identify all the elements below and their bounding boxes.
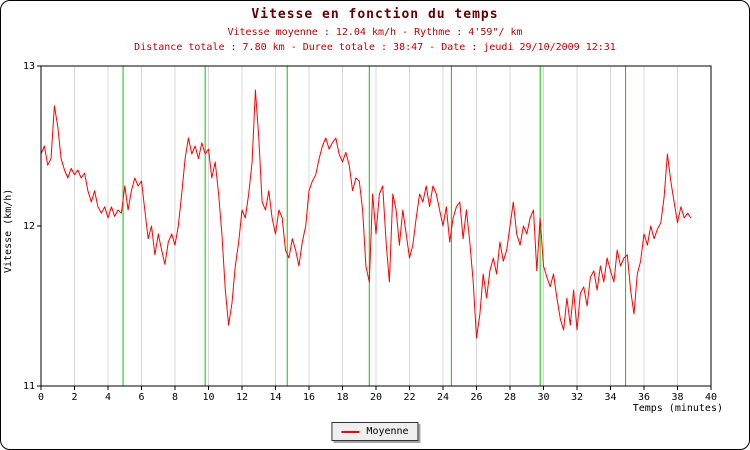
chart-subtitle-details: Distance totale : 7.80 km - Duree totale…: [134, 42, 616, 53]
x-tick-label: 26: [470, 392, 482, 403]
x-tick-label: 6: [138, 392, 144, 403]
x-tick-label: 34: [604, 392, 616, 403]
x-tick-label: 14: [269, 392, 281, 403]
x-tick-label: 20: [370, 392, 382, 403]
x-tick-label: 18: [336, 392, 348, 403]
legend-line-sample-icon: [341, 430, 360, 433]
x-tick-label: 40: [705, 392, 717, 403]
x-tick-label: 24: [437, 392, 449, 403]
x-tick-label: 22: [403, 392, 415, 403]
x-tick-label: 10: [202, 392, 214, 403]
km-marker-lines: [122, 66, 627, 386]
gridlines: [74, 66, 678, 386]
x-tick-label: 4: [105, 392, 111, 403]
x-tick-label: 2: [71, 392, 77, 403]
speed-line: [40, 89, 692, 339]
speed-line-series: [40, 89, 692, 339]
x-axis-title: Temps (minutes): [632, 403, 723, 414]
y-tick-label: 12: [23, 221, 35, 232]
x-tick-label: 0: [38, 392, 44, 403]
x-tick-label: 12: [236, 392, 248, 403]
chart-title: Vitesse en fonction du temps: [251, 7, 499, 22]
y-tick-label: 11: [23, 381, 35, 392]
legend-label: Moyenne: [366, 426, 409, 437]
x-tick-label: 38: [671, 392, 683, 403]
x-tick-label: 36: [638, 392, 650, 403]
x-tick-label: 28: [504, 392, 516, 403]
x-tick-label: 8: [172, 392, 178, 403]
y-tick-label: 13: [23, 61, 35, 72]
chart-subtitle-average: Vitesse moyenne : 12.04 km/h - Rythme : …: [227, 27, 523, 38]
x-tick-label: 16: [303, 392, 315, 403]
tick-labels: 0 2 4 6 8 10 12 14 16 18 20 22 24 26 28 30 32 34 36 38 40111…: [23, 61, 717, 403]
legend: Moyenne: [331, 422, 419, 441]
x-tick-label: 30: [537, 392, 549, 403]
axes: [37, 65, 712, 390]
x-tick-label: 32: [571, 392, 583, 403]
